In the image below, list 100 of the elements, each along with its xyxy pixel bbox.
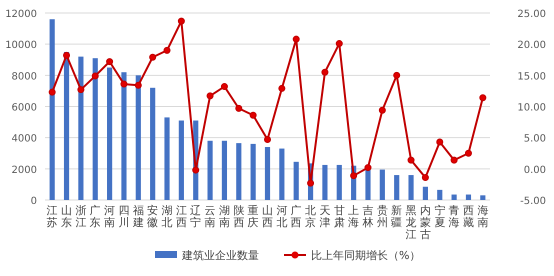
point [92,72,99,80]
point [278,84,286,92]
y-tick-label: 0 [30,196,37,207]
y2-tick-label: 15.00 [517,71,546,82]
y2-tick-label: 0.00 [524,164,546,176]
bar [466,194,472,200]
x-tick-label: 黑龙江 [406,204,417,241]
point [220,83,228,90]
x-tick-label: 西藏 [462,204,474,229]
point [77,86,84,94]
bar [422,186,428,200]
x-tick-label: 天津 [319,204,330,229]
bar [150,88,156,200]
x-tick-label: 福建 [132,204,144,229]
legend-label: 建筑业企业数量 [181,249,259,262]
point [464,150,472,157]
y-tick-label: 8000 [12,71,37,82]
point [106,58,114,66]
point [206,92,214,100]
x-tick-label: 湖北 [162,204,173,229]
point [292,36,300,43]
bar [107,68,112,200]
x-tick-label: 宁夏 [434,204,446,229]
y2-tick-label: 10.00 [517,102,546,114]
x-tick-label: 新疆 [391,204,402,229]
bar [207,140,213,200]
point [63,52,70,59]
point [436,138,444,146]
bar [365,168,371,200]
x-tick-label: 云南 [204,204,216,229]
y2-tick-label: 20.00 [517,40,546,52]
bar [164,117,170,200]
x-tick-label: 山东 [61,204,72,229]
point [264,136,271,144]
x-tick-label: 山西 [262,204,273,229]
x-tick-label: 安徽 [147,204,158,229]
point [120,80,128,88]
x-tick-label: 上海 [348,204,360,229]
point [48,88,56,96]
point [321,68,328,76]
x-tick-label: 海南 [477,204,488,229]
point [479,94,486,102]
x-tick-label: 河北 [276,204,288,229]
bar [92,58,98,200]
x-tick-label: 浙江 [75,204,86,229]
y-tick-label: 10000 [5,40,37,52]
point [364,164,372,172]
point [408,156,415,164]
bar [408,175,414,200]
bar [394,175,400,200]
point [350,172,358,180]
point [250,112,257,119]
bar [322,164,328,200]
x-tick-label: 重庆 [248,204,259,229]
x-tick-label: 江苏 [46,204,58,229]
bar [222,140,228,200]
x-tick-label: 河南 [104,204,116,229]
point [134,82,142,89]
x-tick-label: 内蒙古 [420,204,431,241]
x-tick-label: 广东 [90,204,101,229]
bar [236,143,242,200]
x-tick-label: 江西 [176,204,187,229]
bar [250,144,256,200]
x-tick-label: 吉林 [361,204,374,229]
bar [336,164,342,200]
y-tick-label: 12000 [5,9,37,20]
point [450,156,458,164]
x-tick-label: 贵州 [376,204,388,229]
x-tick-label: 北京 [305,204,316,229]
legend-label: 比上年同期增长（%） [311,249,420,262]
point [178,18,185,25]
point [149,54,156,61]
bar [480,195,486,200]
point [192,166,200,174]
bar [380,170,385,200]
point [336,40,343,48]
bar [78,56,84,200]
bar [452,194,457,200]
x-tick-label: 湖南 [218,204,230,229]
bar [121,72,127,200]
bar [294,162,299,200]
bar [264,147,270,200]
bar [64,52,70,200]
point [307,180,314,187]
y-tick-label: 2000 [12,164,37,176]
point [393,72,400,79]
y-tick-label: 6000 [12,102,37,114]
point [378,106,386,114]
point [235,104,242,112]
point [422,174,429,182]
bar [178,120,184,200]
bar [50,19,55,200]
point [164,46,171,54]
x-tick-label: 青海 [448,204,460,229]
x-tick-label: 广西 [290,204,302,229]
y2-tick-label: 25.00 [517,9,546,20]
bar [136,75,141,200]
y2-tick-label: -5.00 [520,196,546,207]
bar [437,190,442,200]
y2-tick-label: 5.00 [524,134,546,145]
